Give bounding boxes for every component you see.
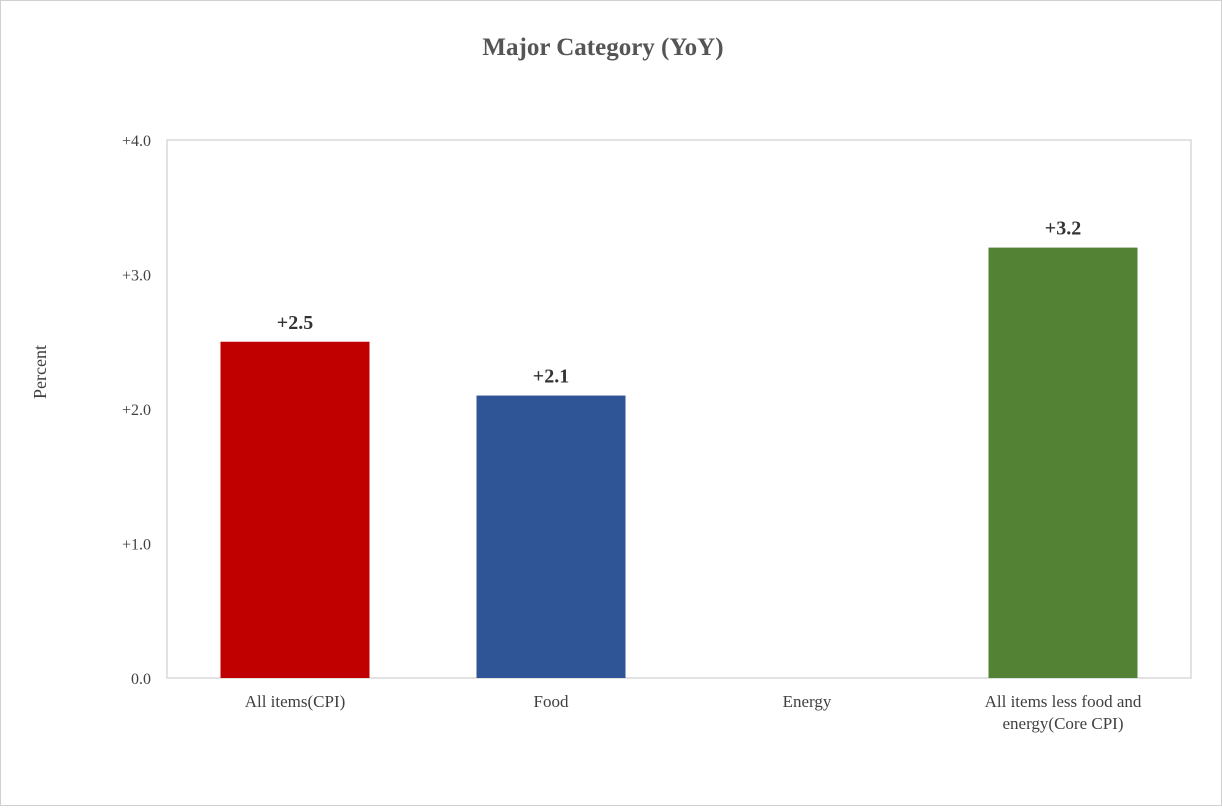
category-label-line: Food bbox=[534, 692, 569, 711]
y-axis-label: Percent bbox=[30, 345, 50, 399]
category-label: All items(CPI) bbox=[245, 692, 346, 711]
data-label: +2.5 bbox=[277, 312, 313, 334]
plot-area bbox=[166, 139, 1192, 679]
category-label-line: energy(Core CPI) bbox=[1002, 714, 1123, 733]
y-tick-label: +1.0 bbox=[122, 537, 151, 554]
category-label: Energy bbox=[783, 692, 832, 711]
category-label: Food bbox=[534, 692, 569, 711]
y-tick-label: 0.0 bbox=[131, 671, 151, 688]
bar bbox=[988, 247, 1138, 678]
category-label-line: All items(CPI) bbox=[245, 692, 346, 711]
y-tick-label: +4.0 bbox=[122, 133, 151, 150]
chart-title: Major Category (YoY) bbox=[482, 34, 723, 61]
data-label: +3.2 bbox=[1045, 218, 1081, 240]
bar bbox=[476, 395, 626, 678]
category-label-line: Energy bbox=[783, 692, 832, 711]
category-label: All items less food and energy(Core CPI) bbox=[985, 692, 1142, 733]
data-label: +2.1 bbox=[533, 366, 569, 388]
bar bbox=[220, 341, 370, 678]
category-label-line: All items less food and bbox=[985, 692, 1142, 711]
y-tick-label: +3.0 bbox=[122, 268, 151, 285]
y-tick-label: +2.0 bbox=[122, 402, 151, 419]
